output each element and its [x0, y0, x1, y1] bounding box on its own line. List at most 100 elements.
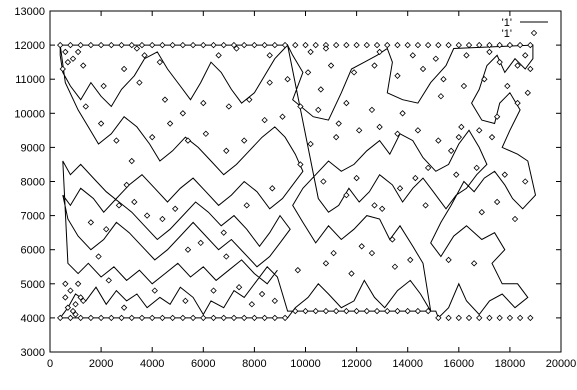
data-point-marker: [516, 314, 524, 322]
data-point-marker: [136, 79, 143, 86]
data-point-marker: [455, 134, 462, 141]
data-point-marker: [62, 48, 69, 56]
data-point-marker: [292, 307, 299, 315]
data-point-marker: [335, 120, 342, 127]
data-point-marker: [80, 297, 87, 305]
data-point-marker: [202, 130, 210, 137]
y-tick-label: 9000: [21, 142, 45, 154]
data-point-marker: [476, 41, 483, 49]
data-point-marker: [445, 314, 452, 322]
data-point-marker: [179, 110, 187, 117]
data-point-marker: [128, 314, 135, 322]
data-point-marker: [463, 52, 470, 59]
data-point-marker: [246, 96, 253, 103]
data-point-marker: [320, 178, 327, 185]
data-point-marker: [77, 41, 84, 49]
data-point-marker: [486, 48, 493, 56]
x-tick-label: 10000: [290, 358, 321, 370]
data-point-marker: [225, 103, 233, 110]
data-point-marker: [77, 314, 84, 322]
data-point-marker: [57, 41, 64, 49]
data-point-marker: [322, 260, 330, 267]
y-tick-label: 12000: [14, 40, 45, 52]
data-point-marker: [292, 41, 299, 49]
data-point-marker: [95, 253, 102, 260]
x-tick-label: 12000: [341, 358, 372, 370]
data-point-marker: [115, 202, 123, 209]
y-tick-label: 11000: [15, 74, 45, 86]
data-point-marker: [511, 215, 519, 223]
data-point-marker: [108, 41, 115, 49]
data-point-marker: [424, 41, 432, 49]
data-point-marker: [220, 41, 227, 49]
data-point-marker: [57, 314, 64, 322]
data-point-marker: [72, 311, 79, 318]
data-point-marker: [368, 106, 376, 114]
y-tick-label: 4000: [21, 313, 45, 325]
data-point-marker: [220, 314, 227, 322]
data-point-marker: [312, 307, 319, 315]
data-point-marker: [419, 65, 427, 73]
data-point-marker: [302, 307, 309, 315]
data-point-marker: [108, 314, 115, 322]
data-point-marker: [302, 41, 309, 49]
data-point-marker: [432, 55, 439, 62]
data-point-marker: [504, 82, 511, 90]
data-point-marker: [409, 52, 416, 59]
data-point-marker: [241, 137, 248, 144]
data-point-marker: [223, 253, 230, 260]
data-point-marker: [261, 41, 268, 49]
data-point-marker: [251, 41, 258, 49]
data-point-marker: [210, 287, 217, 294]
data-point-marker: [97, 120, 105, 127]
data-point-marker: [184, 137, 192, 144]
data-point-marker: [235, 284, 243, 291]
data-point-marker: [149, 314, 156, 322]
data-point-marker: [97, 41, 105, 49]
data-point-marker: [67, 314, 74, 322]
data-point-marker: [128, 157, 135, 165]
data-point-marker: [465, 41, 473, 49]
data-point-marker: [447, 147, 455, 154]
data-point-marker: [414, 127, 422, 134]
data-point-marker: [220, 229, 227, 236]
data-point-marker: [455, 314, 462, 322]
data-point-marker: [123, 181, 130, 189]
data-point-marker: [496, 58, 503, 66]
data-point-marker: [481, 76, 488, 83]
data-point-marker: [281, 314, 289, 322]
data-point-marker: [486, 314, 493, 322]
data-point-marker: [307, 48, 314, 56]
data-point-marker: [271, 314, 279, 322]
data-point-marker: [258, 290, 266, 298]
data-point-marker: [179, 314, 187, 322]
data-point-marker: [376, 123, 383, 131]
data-point-marker: [230, 41, 238, 49]
data-point-marker: [384, 41, 391, 49]
data-point-marker: [394, 72, 401, 79]
data-point-marker: [67, 41, 74, 49]
data-point-marker: [166, 120, 174, 127]
data-point-marker: [358, 243, 365, 250]
data-point-marker: [151, 287, 158, 294]
data-point-marker: [522, 52, 529, 59]
data-point-marker: [422, 202, 429, 209]
data-point-marker: [371, 62, 378, 69]
data-point-marker: [404, 307, 411, 315]
data-point-marker: [241, 41, 248, 49]
data-point-marker: [524, 89, 531, 97]
legend-label: '1': [502, 17, 512, 29]
data-point-marker: [169, 314, 176, 322]
data-point-marker: [315, 106, 322, 114]
data-point-marker: [527, 314, 534, 322]
data-point-marker: [62, 294, 69, 301]
data-point-marker: [149, 41, 156, 49]
data-point-marker: [373, 41, 381, 49]
x-tick-label: 20000: [546, 358, 577, 370]
data-point-marker: [435, 41, 442, 49]
data-point-marker: [87, 219, 95, 226]
data-point-marker: [64, 58, 72, 66]
data-point-marker: [279, 113, 286, 120]
